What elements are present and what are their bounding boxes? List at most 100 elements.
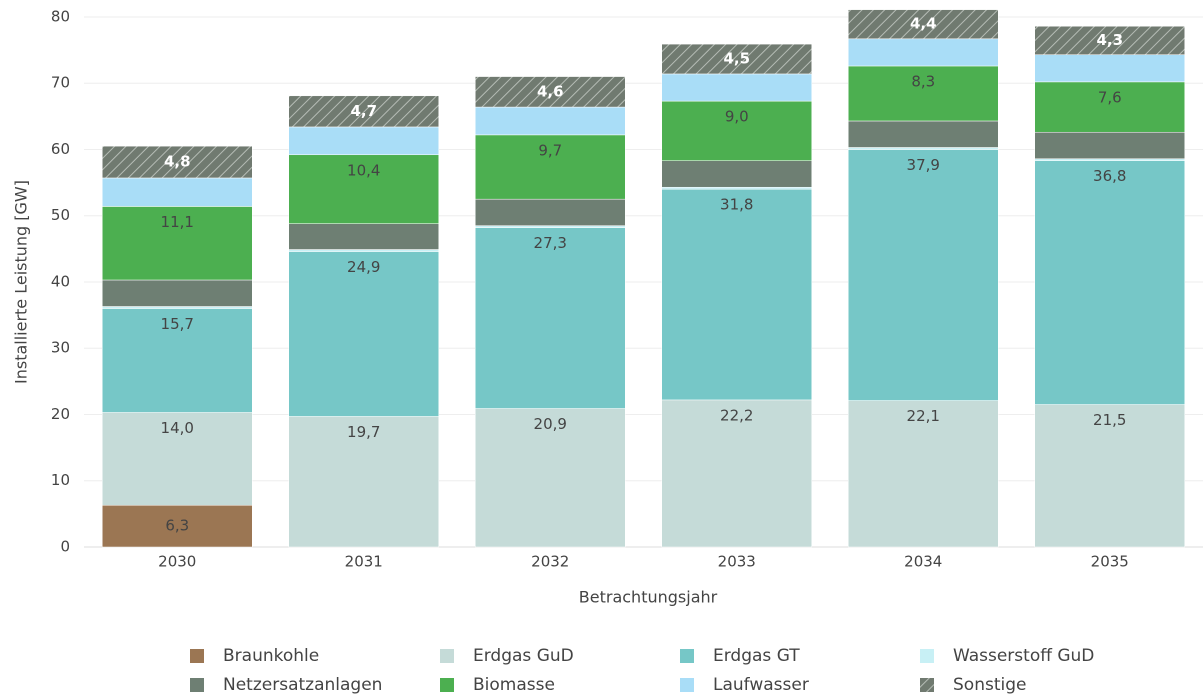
y-tick-label: 30 — [51, 339, 70, 357]
y-tick-label: 80 — [51, 7, 70, 25]
bar-segment — [1034, 404, 1185, 548]
bar-segment — [661, 188, 812, 401]
bar-segment — [288, 95, 439, 128]
legend-label: Erdgas GuD — [473, 646, 574, 666]
bar-segment — [1034, 25, 1185, 55]
x-axis-title: Betrachtungsjahr — [579, 588, 718, 607]
y-tick-label: 10 — [51, 471, 70, 489]
bar-segment — [848, 149, 999, 401]
bar-segment — [1034, 160, 1185, 405]
bar-segment — [848, 38, 999, 67]
legend-swatch — [190, 678, 204, 692]
bar-segment — [102, 177, 253, 207]
bar-segment — [288, 251, 439, 417]
data-label: 22,2 — [720, 406, 753, 424]
bar-segment — [475, 134, 626, 200]
data-label: 21,5 — [1093, 411, 1126, 429]
legend-label: Sonstige — [953, 675, 1026, 695]
bar-segment — [661, 399, 812, 548]
legend-swatch — [920, 649, 934, 663]
bar-segment — [1034, 54, 1185, 83]
data-label: 27,3 — [534, 234, 567, 252]
data-label: 10,4 — [347, 161, 380, 179]
bar-segment — [102, 412, 253, 506]
bar-segment — [475, 225, 626, 228]
bar-segment — [661, 160, 812, 188]
bar-segment — [848, 147, 999, 150]
bar-segment — [102, 206, 253, 281]
legend-swatch — [440, 649, 454, 663]
legend-swatch — [680, 649, 694, 663]
bar-segment — [102, 308, 253, 413]
x-tick-label: 2032 — [531, 553, 569, 571]
data-label: 4,4 — [910, 15, 937, 33]
data-label: 19,7 — [347, 423, 380, 441]
data-label: 4,8 — [164, 153, 191, 171]
y-tick-label: 60 — [51, 140, 70, 158]
legend-swatch — [190, 649, 204, 663]
data-label: 9,0 — [725, 108, 749, 126]
data-label: 15,7 — [161, 315, 194, 333]
legend-label: Biomasse — [473, 675, 555, 695]
y-tick-label: 40 — [51, 272, 70, 290]
y-tick-label: 0 — [60, 538, 70, 556]
legend-swatch — [440, 678, 454, 692]
bar-segment — [288, 416, 439, 548]
bar-segment — [102, 279, 253, 307]
data-label: 4,5 — [723, 50, 750, 68]
bar-segment — [475, 408, 626, 548]
x-tick-label: 2030 — [158, 553, 196, 571]
x-tick-label: 2031 — [345, 553, 383, 571]
bar-segment — [475, 76, 626, 108]
bar-segment — [1034, 158, 1185, 161]
data-label: 11,1 — [161, 213, 194, 231]
bar-segment — [848, 400, 999, 548]
legend-label: Braunkohle — [223, 646, 319, 666]
bar-segment — [661, 43, 812, 75]
y-axis-title: Installierte Leistung [GW] — [12, 180, 31, 384]
bar-segment — [475, 227, 626, 409]
bar-segment — [288, 126, 439, 156]
bar-segment — [475, 198, 626, 226]
bar-segment — [848, 9, 999, 40]
bar-segment — [661, 73, 812, 102]
x-tick-label: 2034 — [904, 553, 942, 571]
data-label: 24,9 — [347, 258, 380, 276]
data-label: 14,0 — [161, 419, 194, 437]
y-tick-label: 70 — [51, 74, 70, 92]
bar-segment — [288, 223, 439, 250]
bar-segment — [102, 145, 253, 179]
data-label: 4,7 — [350, 102, 377, 120]
x-tick-label: 2035 — [1091, 553, 1129, 571]
legend-swatch — [920, 678, 934, 692]
y-tick-label: 20 — [51, 405, 70, 423]
data-label: 9,7 — [538, 141, 562, 159]
data-label: 8,3 — [911, 72, 935, 90]
bar-segment — [848, 120, 999, 148]
legend-label: Laufwasser — [713, 675, 809, 695]
bar-segment — [102, 505, 253, 548]
legend-label: Wasserstoff GuD — [953, 646, 1094, 666]
bar-segment — [848, 65, 999, 122]
data-label: 31,8 — [720, 196, 753, 214]
data-label: 20,9 — [534, 415, 567, 433]
data-label: 4,3 — [1096, 31, 1123, 49]
data-label: 36,8 — [1093, 167, 1126, 185]
legend-swatch — [680, 678, 694, 692]
data-label: 4,6 — [537, 82, 564, 100]
bar-segment — [1034, 81, 1185, 133]
data-label: 6,3 — [165, 517, 189, 535]
x-tick-label: 2033 — [718, 553, 756, 571]
legend-label: Netzersatzanlagen — [223, 675, 382, 695]
legend-label: Erdgas GT — [713, 646, 800, 666]
bar-segment — [661, 100, 812, 161]
data-label: 7,6 — [1098, 88, 1122, 106]
bar-segment — [288, 249, 439, 252]
y-tick-label: 50 — [51, 206, 70, 224]
data-label: 37,9 — [907, 156, 940, 174]
bar-segment — [661, 186, 812, 190]
bar-segment — [475, 106, 626, 136]
data-label: 22,1 — [907, 407, 940, 425]
bar-segment — [102, 306, 253, 309]
